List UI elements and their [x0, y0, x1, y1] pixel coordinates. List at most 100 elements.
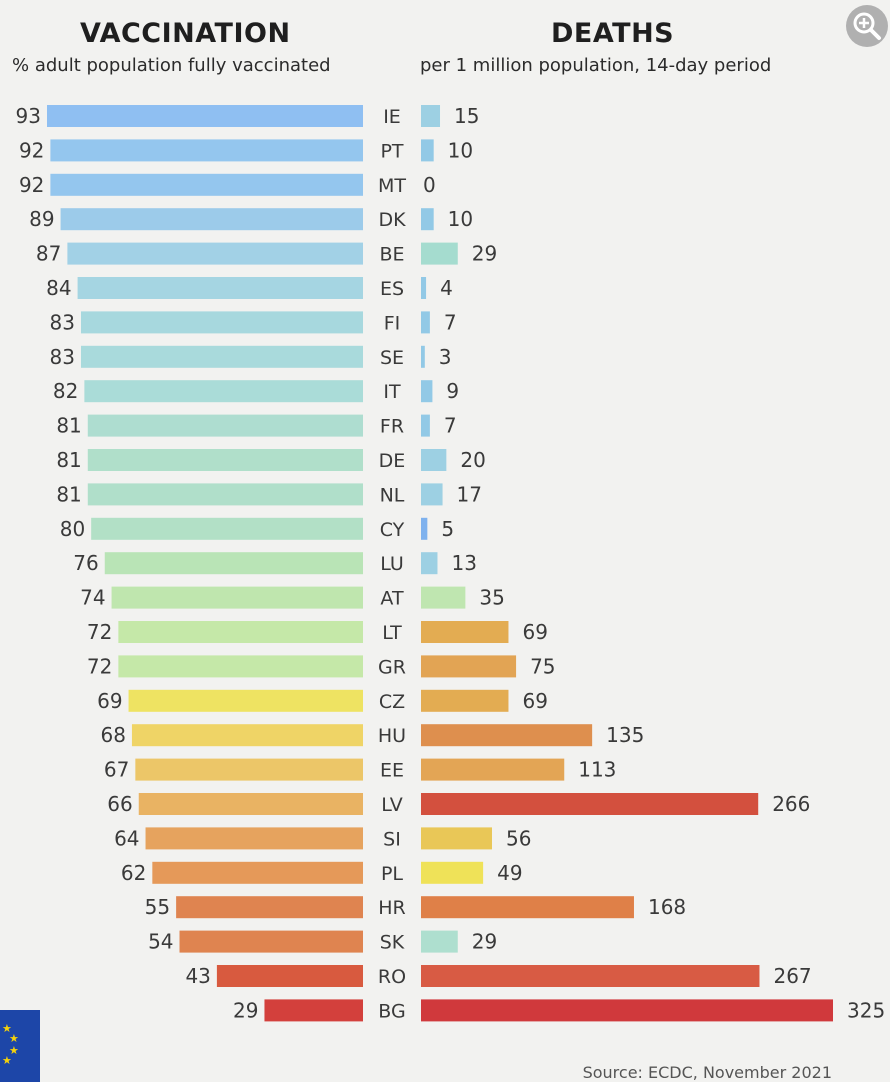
- vaccination-value-nl: 81: [56, 482, 81, 506]
- country-label-lv: LV: [381, 794, 403, 816]
- vaccination-value-ro: 43: [185, 964, 210, 988]
- svg-text:★: ★: [2, 1022, 12, 1035]
- deaths-bar-se: [421, 345, 425, 368]
- vaccination-value-at: 74: [80, 586, 105, 610]
- svg-text:★: ★: [9, 1044, 19, 1057]
- deaths-value-ie: 15: [454, 104, 479, 128]
- deaths-value-es: 4: [440, 276, 453, 300]
- deaths-value-si: 56: [506, 826, 531, 850]
- country-label-es: ES: [380, 278, 404, 300]
- deaths-value-it: 9: [446, 379, 459, 403]
- vaccination-bar-lu: [104, 552, 364, 575]
- deaths-value-hr: 168: [648, 895, 686, 919]
- deaths-bar-cz: [421, 689, 509, 712]
- deaths-bar-sk: [421, 930, 458, 953]
- deaths-bar-bg: [421, 999, 833, 1022]
- vaccination-title: VACCINATION: [80, 18, 291, 49]
- vaccination-bar-ro: [216, 965, 363, 987]
- vaccination-bar-cz: [128, 689, 363, 712]
- vaccination-value-sk: 54: [148, 930, 173, 954]
- country-label-fr: FR: [380, 416, 404, 438]
- vaccination-value-cz: 69: [97, 689, 122, 713]
- vaccination-bar-cy: [91, 517, 363, 540]
- vaccination-value-lv: 66: [107, 792, 132, 816]
- country-label-it: IT: [383, 381, 401, 403]
- deaths-bar-it: [421, 380, 433, 403]
- vaccination-bar-hu: [131, 724, 363, 747]
- country-label-sk: SK: [380, 932, 405, 954]
- vaccination-value-si: 64: [114, 826, 139, 850]
- deaths-bar-dk: [421, 208, 434, 231]
- vaccination-value-hr: 55: [145, 895, 170, 919]
- deaths-bar-lv: [421, 793, 759, 815]
- vaccination-bar-gr: [118, 655, 364, 678]
- source-note: Source: ECDC, November 2021: [582, 1063, 832, 1082]
- deaths-bar-de: [421, 449, 447, 471]
- country-label-cz: CZ: [379, 691, 405, 713]
- deaths-value-mt: 0: [423, 173, 436, 197]
- vaccination-bar-ie: [47, 105, 363, 127]
- country-label-pt: PT: [380, 140, 403, 162]
- deaths-bar-fr: [421, 414, 430, 437]
- vaccination-value-mt: 92: [19, 173, 44, 197]
- deaths-value-bg: 325: [847, 998, 885, 1022]
- country-label-be: BE: [379, 244, 404, 266]
- vaccination-value-cy: 80: [60, 517, 85, 541]
- deaths-value-hu: 135: [606, 723, 644, 747]
- deaths-value-at: 35: [479, 586, 504, 610]
- country-label-ro: RO: [378, 966, 406, 988]
- country-label-gr: GR: [378, 656, 406, 678]
- deaths-value-ro: 267: [773, 964, 811, 988]
- vaccination-bar-at: [111, 586, 363, 609]
- deaths-bar-hu: [421, 724, 593, 747]
- deaths-value-cz: 69: [522, 689, 547, 713]
- vaccination-bar-pl: [152, 861, 363, 884]
- deaths-bar-nl: [421, 483, 443, 506]
- country-label-pl: PL: [381, 863, 403, 885]
- vaccination-bar-de: [87, 449, 363, 471]
- vaccination-value-gr: 72: [87, 654, 112, 678]
- vaccination-bar-it: [84, 380, 363, 403]
- vaccination-bar-se: [80, 345, 364, 368]
- deaths-bar-cy: [421, 517, 428, 540]
- deaths-bar-ro: [421, 965, 760, 987]
- vaccination-value-bg: 29: [233, 998, 258, 1022]
- country-label-ee: EE: [380, 760, 404, 782]
- deaths-bar-ee: [421, 758, 565, 781]
- svg-text:★: ★: [2, 1054, 12, 1067]
- deaths-value-lt: 69: [522, 620, 547, 644]
- deaths-bar-hr: [421, 896, 634, 919]
- deaths-bar-pl: [421, 861, 484, 884]
- vaccination-value-lt: 72: [87, 620, 112, 644]
- vaccination-bar-lt: [118, 621, 364, 643]
- vaccination-bar-be: [67, 242, 364, 265]
- deaths-value-se: 3: [439, 345, 452, 369]
- vaccination-bar-fr: [87, 414, 363, 437]
- svg-text:★: ★: [9, 1032, 19, 1045]
- vaccination-value-be: 87: [36, 242, 61, 266]
- deaths-value-lu: 13: [451, 551, 476, 575]
- vaccination-value-es: 84: [46, 276, 71, 300]
- deaths-bar-lt: [421, 621, 509, 643]
- vaccination-subtitle: % adult population fully vaccinated: [12, 55, 331, 76]
- vaccination-bar-dk: [60, 208, 363, 231]
- country-label-fi: FI: [384, 312, 401, 334]
- country-label-lu: LU: [380, 553, 404, 575]
- vaccination-bar-lv: [138, 793, 363, 815]
- deaths-bar-at: [421, 586, 466, 609]
- country-label-hu: HU: [378, 725, 406, 747]
- vaccination-bar-es: [77, 277, 364, 299]
- country-label-cy: CY: [380, 519, 405, 541]
- vaccination-value-ee: 67: [104, 758, 129, 782]
- deaths-value-fr: 7: [444, 414, 457, 438]
- zoom-button[interactable]: [846, 5, 888, 47]
- country-label-hr: HR: [378, 897, 406, 919]
- deaths-subtitle: per 1 million population, 14-day period: [420, 55, 772, 76]
- country-label-lt: LT: [382, 622, 402, 644]
- eu-flag-icon: ★ ★ ★ ★: [0, 1010, 40, 1082]
- vaccination-bar-bg: [264, 999, 363, 1022]
- deaths-value-ee: 113: [578, 758, 616, 782]
- vaccination-value-hu: 68: [100, 723, 125, 747]
- vaccination-bar-mt: [50, 173, 363, 196]
- deaths-bar-lu: [421, 552, 438, 575]
